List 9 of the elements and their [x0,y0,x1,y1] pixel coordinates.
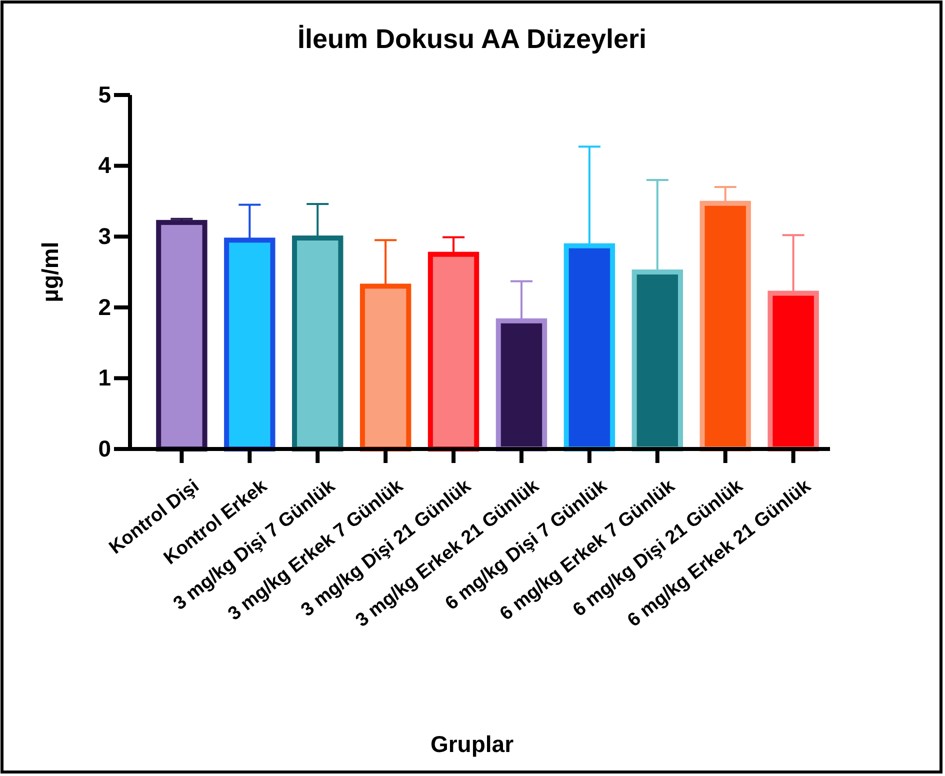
y-tick-label: 5 [98,81,112,108]
chart-title: İleum Dokusu AA Düzeyleri [297,24,647,54]
y-tick-label: 4 [98,152,112,178]
y-tick-label: 3 [98,222,111,249]
y-tick-label: 0 [98,435,111,462]
x-axis-title: Gruplar [430,731,514,757]
y-axis-title: µg/ml [37,242,63,302]
y-tick-label: 1 [98,364,112,391]
y-tick-label: 2 [98,294,111,320]
